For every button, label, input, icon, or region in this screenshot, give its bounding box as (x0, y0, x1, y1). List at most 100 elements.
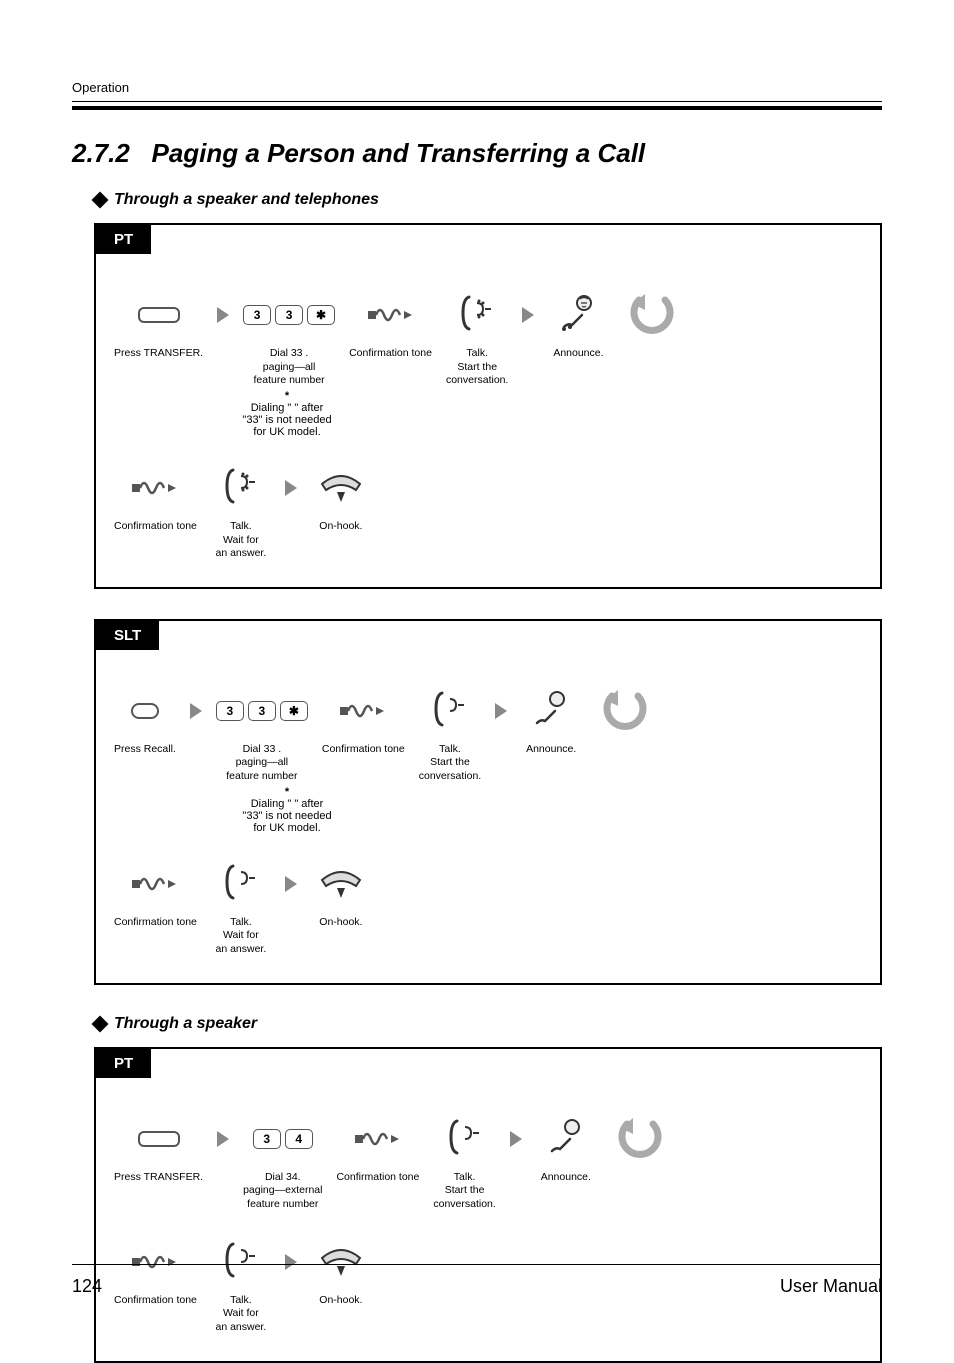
onhook-icon (316, 1246, 366, 1278)
arrow-icon (522, 291, 534, 339)
asterisk-note: *Dialing " " after "33" is not needed fo… (228, 786, 346, 834)
recall-key-icon (131, 703, 159, 719)
step-talk-wait: Talk.Wait for an answer. (211, 464, 271, 561)
announce-icon (527, 687, 575, 735)
caption: Talk.Wait for an answer. (215, 520, 266, 561)
arrow-icon (285, 860, 297, 908)
talk-icon (430, 689, 470, 733)
subhead-text: Through a speaker and telephones (114, 191, 379, 209)
keypad-icon: 33✱ (243, 305, 335, 325)
caption: Confirmation tone (336, 1171, 419, 1185)
panel-tab: PT (96, 225, 151, 254)
step-dial-33star: 33✱ Dial 33 .paging—all feature number (216, 687, 308, 784)
caption: Dial 33 .paging—all feature number (253, 347, 324, 388)
keypad-icon: 34 (253, 1129, 313, 1149)
caption: Talk.Start the conversation. (419, 743, 481, 784)
step-dial-34: 34 Dial 34.paging—external feature numbe… (243, 1115, 322, 1212)
confirmation-tone-icon (338, 696, 388, 726)
step-ctone: Confirmation tone (336, 1115, 419, 1185)
running-head: Operation (72, 80, 882, 95)
step-talk: Talk.Start the conversation. (433, 1115, 495, 1212)
caption: Talk.Wait for an answer. (215, 916, 266, 957)
section-heading: Paging a Person and Transferring a Call (152, 138, 646, 168)
continue-arrow (595, 687, 655, 735)
step-recall: Press Recall. (114, 687, 176, 757)
step-onhook: On-hook. (311, 464, 371, 534)
caption: Dial 34.paging—external feature number (243, 1171, 322, 1212)
diamond-icon (92, 192, 109, 209)
page-number: 124 (72, 1276, 102, 1297)
panel-tab: PT (96, 1049, 151, 1078)
transfer-key-icon (138, 307, 180, 323)
caption: Confirmation tone (349, 347, 432, 361)
panel-slt-1: SLT Press Recall. 33✱ Dial 33 .paging—al… (94, 619, 882, 985)
continue-arrow (610, 1115, 670, 1163)
caption: On-hook. (319, 916, 362, 930)
panel-tab: SLT (96, 621, 159, 650)
continue-arrow-icon (627, 290, 677, 340)
arrow-icon (495, 687, 507, 735)
step-ctone: Confirmation tone (349, 291, 432, 361)
step-onhook: On-hook. (311, 860, 371, 930)
announce-icon (542, 1115, 590, 1163)
confirmation-tone-icon (353, 1124, 403, 1154)
caption: Confirmation tone (322, 743, 405, 757)
caption: Talk.Start the conversation. (433, 1171, 495, 1212)
continue-arrow-icon (600, 686, 650, 736)
keypad-icon: 33✱ (216, 701, 308, 721)
caption: Announce. (526, 743, 576, 757)
asterisk-note: *Dialing " " after "33" is not needed fo… (228, 390, 346, 438)
confirmation-tone-icon (130, 869, 180, 899)
caption: Press TRANSFER. (114, 347, 203, 361)
step-ctone: Confirmation tone (322, 687, 405, 757)
onhook-icon (316, 868, 366, 900)
step-ctone: Confirmation tone (114, 464, 197, 534)
panel-pt-2: PT Press TRANSFER. 34 Dial 34.paging—ext… (94, 1047, 882, 1363)
section-number: 2.7.2 (72, 138, 130, 168)
step-announce: Announce. (536, 1115, 596, 1185)
arrow-icon (217, 291, 229, 339)
footer-label: User Manual (780, 1276, 882, 1297)
caption: Announce. (553, 347, 603, 361)
caption: Confirmation tone (114, 520, 197, 534)
subhead-speaker: Through a speaker (94, 1015, 882, 1033)
step-talk: Talk.Start the conversation. (419, 687, 481, 784)
step-dial-33star: 33✱ Dial 33 .paging—all feature number (243, 291, 335, 388)
arrow-icon (510, 1115, 522, 1163)
arrow-icon (217, 1115, 229, 1163)
step-row: Press TRANSFER. 33✱ Dial 33 .paging—all … (114, 291, 862, 388)
step-transfer: Press TRANSFER. (114, 291, 203, 361)
talk-icon (221, 466, 261, 510)
subhead-text: Through a speaker (114, 1015, 257, 1033)
step-announce: Announce. (548, 291, 608, 361)
step-announce: Announce. (521, 687, 581, 757)
talk-icon (445, 1117, 485, 1161)
onhook-icon (316, 472, 366, 504)
announce-icon (554, 291, 602, 339)
caption: Talk.Wait for an answer. (215, 1294, 266, 1335)
diamond-icon (92, 1015, 109, 1032)
step-transfer: Press TRANSFER. (114, 1115, 203, 1185)
transfer-key-icon (138, 1131, 180, 1147)
continue-arrow-icon (615, 1114, 665, 1164)
caption: Press Recall. (114, 743, 176, 757)
caption: Press TRANSFER. (114, 1171, 203, 1185)
step-talk: Talk.Start the conversation. (446, 291, 508, 388)
caption: Confirmation tone (114, 916, 197, 930)
confirmation-tone-icon (130, 473, 180, 503)
continue-arrow (622, 291, 682, 339)
arrow-icon (285, 464, 297, 512)
step-talk-wait: Talk.Wait for an answer. (211, 860, 271, 957)
rule-thin (72, 101, 882, 102)
panel-pt-1: PT Press TRANSFER. 33✱ Dial 33 .paging—a… (94, 223, 882, 589)
step-ctone: Confirmation tone (114, 860, 197, 930)
confirmation-tone-icon (366, 300, 416, 330)
footer-rule (72, 1264, 882, 1265)
caption: On-hook. (319, 520, 362, 534)
footer: 124 User Manual (72, 1276, 882, 1297)
caption: Dial 33 .paging—all feature number (226, 743, 297, 784)
caption: Announce. (541, 1171, 591, 1185)
arrow-icon (190, 687, 202, 735)
subhead-speaker-and-phones: Through a speaker and telephones (94, 191, 882, 209)
caption: Talk.Start the conversation. (446, 347, 508, 388)
